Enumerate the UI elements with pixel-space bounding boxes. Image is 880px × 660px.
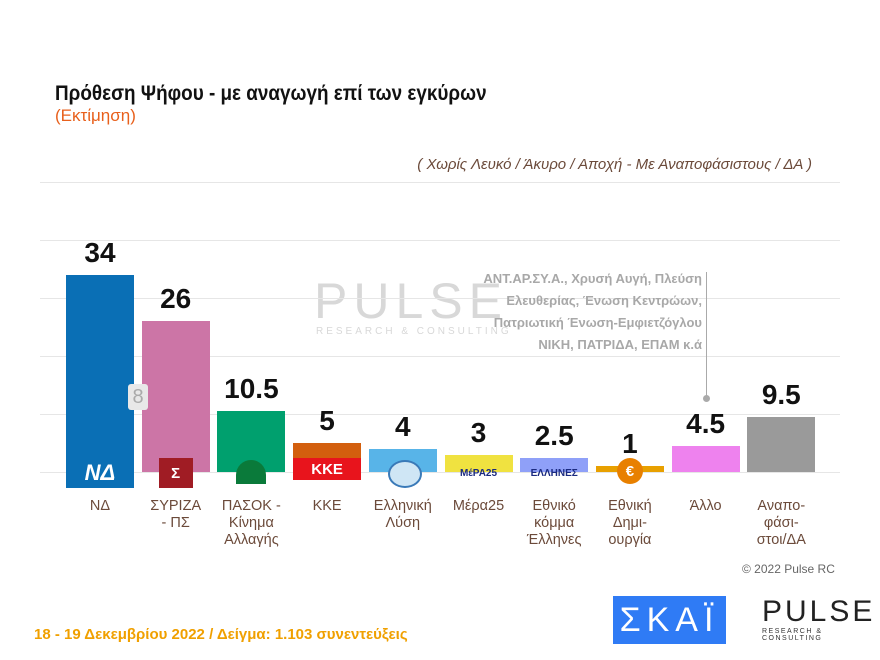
party-logo: € xyxy=(616,458,643,484)
data-label: 5 xyxy=(319,405,335,436)
others-annotation: ΑΝΤ.ΑΡ.ΣΥ.Α., Χρυσή Αυγή, Πλεύση Ελευθερ… xyxy=(483,271,702,352)
bar xyxy=(520,457,589,472)
party-logo: ΝΔ xyxy=(66,458,134,488)
bar xyxy=(444,454,513,472)
category-label: Μέρα25 xyxy=(452,498,505,514)
data-label: 1 xyxy=(622,428,638,460)
category-label: Εθνικό κόμμα Έλληνες xyxy=(526,498,582,548)
category-label: Άλλο xyxy=(689,498,722,514)
category-label: Εθνική Δημι- ουργία xyxy=(608,498,652,548)
category-label: ΚΚΕ xyxy=(312,498,342,514)
pulse-watermark: PULSE RESEARCH & CONSULTING xyxy=(276,276,512,337)
category-label: ΝΔ xyxy=(89,498,111,514)
pulse-logo: PULSE RESEARCH & CONSULTING xyxy=(740,595,876,646)
annotation-leader-line xyxy=(706,272,707,397)
pulse-logo-text: PULSE xyxy=(762,595,876,628)
data-label: 2.5 xyxy=(534,419,574,451)
party-logo: ΚΚΕ xyxy=(293,458,362,480)
category-label: ΠΑΣΟΚ - Κίνημα Αλλαγής xyxy=(221,498,281,548)
data-label: 4 xyxy=(395,410,411,442)
bar xyxy=(141,321,210,472)
bar xyxy=(747,416,816,472)
survey-info: 18 - 19 Δεκεμβρίου 2022 / Δείγμα: 1.103 … xyxy=(34,626,408,643)
data-label: 9.5 xyxy=(761,378,801,410)
data-label: 3 xyxy=(470,416,487,448)
category-label: ΣΥΡΙΖΑ - ΠΣ xyxy=(150,498,202,531)
data-label: 34 xyxy=(84,236,116,268)
gridline xyxy=(40,240,840,241)
gridline xyxy=(40,356,840,357)
copyright: © 2022 Pulse RC xyxy=(742,562,835,576)
gap-label: 8 xyxy=(128,384,148,410)
compass-icon xyxy=(387,460,422,488)
bar xyxy=(66,274,134,472)
watermark-brand: PULSE xyxy=(314,273,508,329)
party-logo: Σ xyxy=(158,458,193,488)
gridline xyxy=(40,472,840,473)
party-logo: ΕΛΛΗΝΕΣ xyxy=(530,467,578,479)
gridline xyxy=(40,414,840,415)
watermark-tagline: RESEARCH & CONSULTING xyxy=(316,326,512,337)
pasok-sun-icon xyxy=(236,460,267,484)
pulse-logo-tagline: RESEARCH & CONSULTING xyxy=(762,628,823,642)
party-logo: ΜέΡΑ25 xyxy=(459,467,498,479)
category-label: Ελληνική Λύση xyxy=(373,498,432,531)
data-label: 10.5 xyxy=(224,373,279,405)
chart-title: Πρόθεση Ψήφου - με αναγωγή επί των εγκύρ… xyxy=(55,82,487,105)
data-label: 26 xyxy=(160,283,192,315)
divider xyxy=(40,182,840,183)
annotation-leader-dot xyxy=(703,395,710,402)
gridline xyxy=(40,298,840,299)
chart-note: ( Χωρίς Λευκό / Άκυρο / Αποχή - Με Αναπο… xyxy=(417,156,812,173)
chart-subtitle: (Εκτίμηση) xyxy=(55,106,136,125)
bar xyxy=(671,445,740,472)
category-label: Αναπο- φάσι- στοι/ΔΑ xyxy=(756,498,806,548)
skai-logo: ΣΚΑΪ xyxy=(613,596,726,644)
data-label: 4.5 xyxy=(686,407,726,439)
